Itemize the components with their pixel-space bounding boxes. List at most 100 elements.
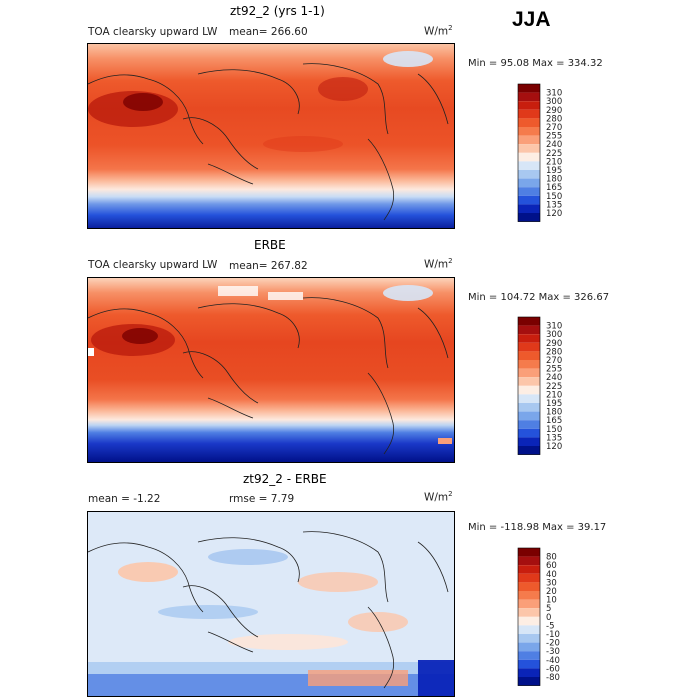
colorbar-swatch	[518, 565, 540, 574]
colorbar-tick-label: -10	[546, 630, 560, 640]
panel-2-colorbar: 310 300 290 280 270 255 240 225 210 195 180 165 150 1…	[517, 315, 578, 460]
panel-3-title: zt92_2 - ERBE	[243, 472, 327, 486]
colorbar-swatch	[518, 616, 540, 626]
colorbar-tick-label: 270	[546, 356, 562, 366]
colorbar-swatch	[518, 556, 540, 566]
colorbar-swatch	[518, 411, 540, 421]
colorbar-tick-label: 5	[546, 604, 551, 614]
colorbar-swatch	[518, 187, 540, 196]
colorbar-tick-label: 225	[546, 382, 562, 392]
panel-3-map-svg	[88, 512, 454, 696]
panel-1-mean: mean= 266.60	[229, 26, 308, 38]
panel-3-minmax: Min = -118.98 Max = 39.17	[468, 522, 607, 533]
colorbar-tick-label: 195	[546, 166, 562, 176]
colorbar-tick-label: 290	[546, 339, 562, 349]
panel-3-units: W/m2	[424, 490, 453, 504]
colorbar-swatch	[518, 394, 540, 403]
panel-3-mean: mean = -1.22	[88, 493, 161, 505]
colorbar-swatch	[518, 642, 540, 652]
colorbar-tick-label: 240	[546, 140, 562, 150]
panel-2-colorbar-svg: 3103002902802702552402252101951801651501…	[517, 316, 562, 455]
colorbar-swatch	[518, 213, 540, 222]
colorbar-swatch	[518, 403, 540, 412]
units-text: W/m	[424, 25, 449, 38]
units-text: W/m	[424, 491, 449, 504]
panel-1-minmax: Min = 95.08 Max = 334.32	[468, 58, 603, 69]
panel-1-colorbar: 310 300 290 280 270 255 240 225 210 195 180 165 150 1…	[517, 82, 578, 227]
colorbar-tick-label: 0	[546, 613, 551, 623]
colorbar-swatch	[518, 170, 540, 179]
colorbar-tick-label: 80	[546, 553, 557, 563]
colorbar-tick-label: 280	[546, 347, 562, 357]
colorbar-tick-label: 10	[546, 596, 557, 606]
colorbar-tick-label: -40	[546, 656, 560, 666]
colorbar-swatch	[518, 634, 540, 643]
colorbar-swatch	[518, 385, 540, 395]
colorbar-swatch	[518, 127, 540, 136]
colorbar-tick-label: 290	[546, 106, 562, 116]
units-exponent: 2	[448, 490, 453, 498]
colorbar-swatch	[518, 420, 540, 429]
colorbar-tick-label: 135	[546, 200, 562, 210]
colorbar-tick-label: 240	[546, 373, 562, 383]
colorbar-tick-label: 180	[546, 175, 562, 185]
colorbar-tick-label: 60	[546, 561, 557, 571]
colorbar-tick-label: 150	[546, 192, 562, 202]
colorbar-tick-label: 40	[546, 570, 557, 580]
colorbar-tick-label: 255	[546, 365, 562, 375]
colorbar-swatch	[518, 608, 540, 617]
colorbar-tick-label: 135	[546, 433, 562, 443]
units-exponent: 2	[448, 24, 453, 32]
panel-2-mean: mean= 267.82	[229, 260, 308, 272]
colorbar-swatch	[518, 334, 540, 343]
colorbar-tick-label: 150	[546, 425, 562, 435]
panel-2-title: ERBE	[254, 238, 286, 252]
colorbar-swatch	[518, 135, 540, 145]
panel-2-map-svg	[88, 278, 454, 462]
panel-2-map	[87, 277, 455, 463]
colorbar-tick-label: 165	[546, 183, 562, 193]
panel-1-map-svg	[88, 44, 454, 228]
colorbar-swatch	[518, 668, 540, 677]
colorbar-tick-label: 310	[546, 89, 562, 99]
panel-1-units: W/m2	[424, 24, 453, 38]
colorbar-tick-label: -60	[546, 664, 560, 674]
colorbar-swatch	[518, 144, 540, 153]
colorbar-swatch	[518, 92, 540, 102]
colorbar-tick-label: 210	[546, 390, 562, 400]
colorbar-swatch	[518, 178, 540, 188]
panel-3-colorbar: 80 60 40 30 20 10 5 0 -5 -10 -20 -30 -40 -60 -80	[517, 546, 578, 691]
units-exponent: 2	[448, 257, 453, 265]
colorbar-tick-label: -80	[546, 673, 560, 683]
colorbar-swatch	[518, 446, 540, 455]
units-text: W/m	[424, 258, 449, 271]
colorbar-swatch	[518, 161, 540, 170]
colorbar-swatch	[518, 317, 540, 326]
colorbar-tick-label: 30	[546, 578, 557, 588]
colorbar-tick-label: 310	[546, 322, 562, 332]
panel-1-colorbar-svg: 3103002902802702552402252101951801651501…	[517, 83, 562, 222]
panel-2-minmax: Min = 104.72 Max = 326.67	[468, 292, 610, 303]
colorbar-swatch	[518, 342, 540, 352]
season-label: JJA	[512, 8, 551, 31]
colorbar-swatch	[518, 659, 540, 669]
panel-3-rmse: rmse = 7.79	[229, 493, 295, 505]
colorbar-swatch	[518, 677, 540, 686]
colorbar-tick-label: 210	[546, 157, 562, 167]
colorbar-swatch	[518, 428, 540, 438]
colorbar-tick-label: 120	[546, 209, 562, 219]
colorbar-frame	[517, 547, 541, 686]
panel-1-map	[87, 43, 455, 229]
panel-2-variable: TOA clearsky upward LW	[88, 259, 218, 271]
colorbar-frame	[517, 316, 541, 455]
colorbar-tick-label: -30	[546, 647, 560, 657]
colorbar-swatch	[518, 195, 540, 205]
colorbar-swatch	[518, 360, 540, 369]
colorbar-tick-label: 300	[546, 97, 562, 107]
colorbar-frame	[517, 83, 541, 222]
colorbar-tick-label: -5	[546, 621, 554, 631]
colorbar-swatch	[518, 591, 540, 600]
colorbar-swatch	[518, 377, 540, 386]
colorbar-swatch	[518, 651, 540, 660]
panel-1-variable: TOA clearsky upward LW	[88, 26, 218, 38]
